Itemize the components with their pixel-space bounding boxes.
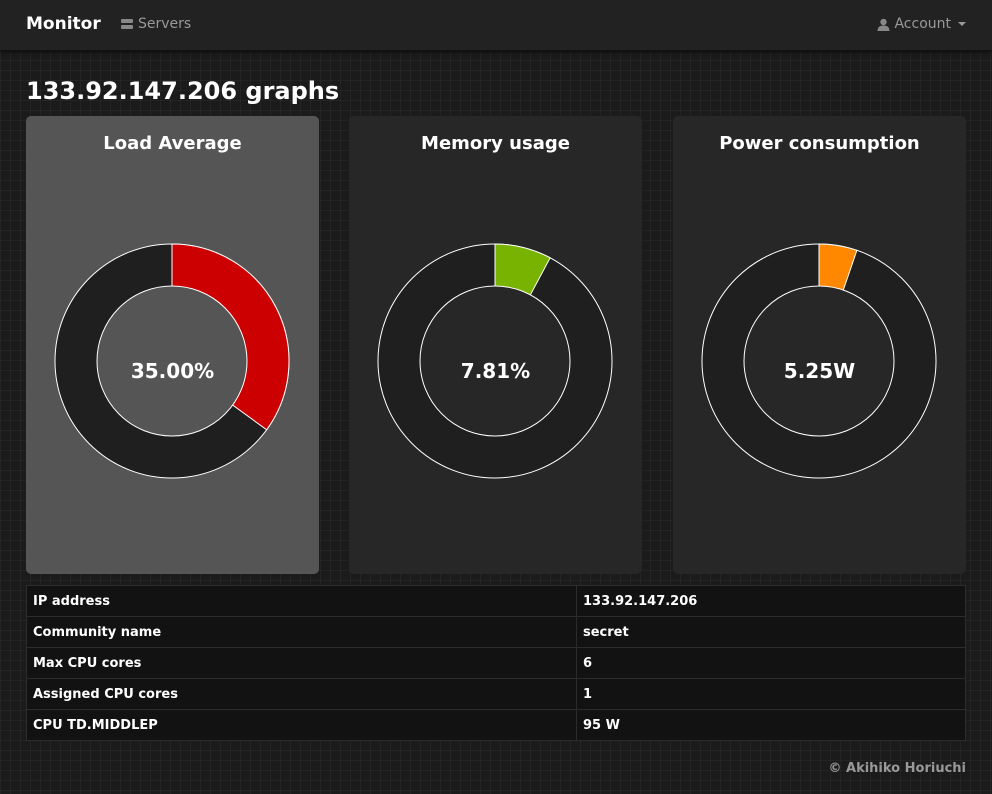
- gauge-title: Load Average: [103, 133, 242, 154]
- info-value: 133.92.147.206: [576, 585, 966, 617]
- gauge-value: 5.25W: [783, 359, 856, 383]
- load-average-panel[interactable]: Load Average 35.00%: [26, 116, 319, 574]
- server-icon: [121, 19, 133, 29]
- table-row: Assigned CPU cores 1: [26, 678, 966, 710]
- account-label: Account: [894, 16, 951, 32]
- info-value: 95 W: [576, 709, 966, 741]
- load-average-donut: [54, 243, 290, 479]
- donut-hole: [743, 285, 895, 437]
- server-info-table: IP address 133.92.147.206 Community name…: [26, 585, 966, 741]
- gauge-title: Memory usage: [421, 133, 570, 154]
- chevron-down-icon: [958, 22, 966, 26]
- info-value: secret: [576, 616, 966, 648]
- info-value: 6: [576, 647, 966, 679]
- power-consumption-panel[interactable]: Power consumption 5.25W: [673, 116, 966, 574]
- info-value: 1: [576, 678, 966, 710]
- table-row: IP address 133.92.147.206: [26, 585, 966, 617]
- table-row: Community name secret: [26, 616, 966, 648]
- gauge-title: Power consumption: [719, 133, 920, 154]
- donut-hole: [96, 285, 248, 437]
- info-label: Assigned CPU cores: [26, 678, 577, 710]
- donut-hole: [419, 285, 571, 437]
- memory-usage-panel[interactable]: Memory usage 7.81%: [349, 116, 642, 574]
- table-row: CPU TD.MIDDLEP 95 W: [26, 709, 966, 741]
- info-label: Community name: [26, 616, 577, 648]
- gauge-value: 7.81%: [460, 359, 531, 383]
- account-dropdown[interactable]: Account: [877, 16, 966, 32]
- gauge-value: 35.00%: [130, 359, 215, 383]
- navbar: Monitor Servers Account: [0, 0, 992, 51]
- nav-servers-label: Servers: [138, 16, 192, 32]
- memory-usage-donut: [377, 243, 613, 479]
- table-row: Max CPU cores 6: [26, 647, 966, 679]
- info-label: Max CPU cores: [26, 647, 577, 679]
- info-label: IP address: [26, 585, 577, 617]
- nav-servers-link[interactable]: Servers: [120, 16, 191, 32]
- info-label: CPU TD.MIDDLEP: [26, 709, 577, 741]
- user-icon: [877, 18, 890, 31]
- page-title: 133.92.147.206 graphs: [26, 77, 340, 105]
- power-consumption-donut: [701, 243, 937, 479]
- brand-link[interactable]: Monitor: [26, 14, 101, 34]
- footer-copyright: © Akihiko Horiuchi: [828, 761, 966, 776]
